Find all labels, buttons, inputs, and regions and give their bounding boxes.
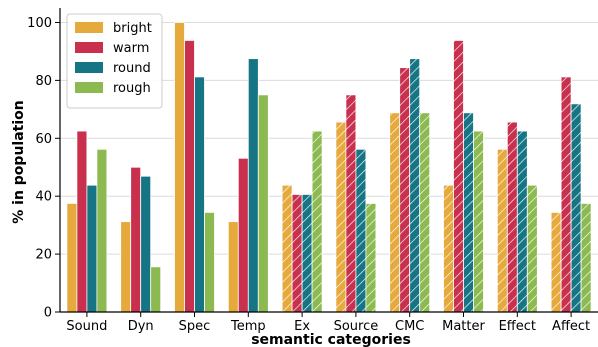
bar-rough-dyn: [150, 266, 162, 313]
x-tick-label-dyn: Dyn: [128, 319, 154, 334]
bar-hatch-bright-ex: [282, 185, 293, 312]
bar-hatch-warm-ex: [292, 194, 303, 312]
bar-round-sound: [86, 184, 98, 313]
bar-rough-temp: [257, 94, 269, 313]
y-tick-label: 20: [35, 248, 52, 263]
x-tick-label-ex: Ex: [294, 319, 310, 334]
tick-labels: 0 20 40 60 80 100 Sound Dyn Spec Temp Ex Source CMC M…: [27, 16, 590, 334]
bar-hatch-warm-cmc: [399, 67, 410, 312]
bar-rough-sound: [96, 148, 108, 313]
x-tick-label-sound: Sound: [66, 319, 107, 334]
bar-hatch-round-matter: [463, 112, 474, 312]
bar-hatch-rough-matter: [473, 131, 484, 312]
bar-hatch-bright-cmc: [389, 112, 400, 312]
bar-round-temp: [247, 58, 259, 313]
bar-hatch-round-cmc: [409, 58, 420, 312]
x-tick-label-cmc: CMC: [395, 319, 424, 334]
y-tick-label: 80: [35, 74, 52, 89]
bars: [66, 22, 592, 313]
bar-hatch-rough-cmc: [419, 112, 430, 312]
x-axis-label: semantic categories: [251, 332, 411, 347]
y-tick-label: 0: [44, 306, 52, 321]
bar-warm-spec: [184, 40, 195, 313]
bar-bright-dyn: [120, 221, 132, 313]
x-tick-label-affect: Affect: [552, 319, 590, 334]
y-tick-label: 60: [35, 132, 52, 147]
bar-hatch-round-source: [355, 149, 366, 312]
bar-hatch-warm-source: [345, 94, 356, 312]
bar-rough-spec: [204, 212, 215, 313]
bar-round-dyn: [140, 175, 152, 313]
x-tick-label-source: Source: [334, 319, 379, 334]
legend-swatch-warm: [75, 42, 103, 53]
legend-label-rough: rough: [113, 81, 151, 96]
bar-hatch-warm-effect: [507, 122, 518, 312]
axes: [55, 8, 598, 317]
legend-label-round: round: [113, 61, 151, 76]
legend-swatch-bright: [75, 22, 103, 33]
bar-hatch-warm-affect: [561, 76, 572, 312]
bar-hatch-rough-affect: [581, 203, 592, 312]
legend: bright warm round rough: [66, 13, 163, 109]
bar-hatch-bright-matter: [443, 185, 454, 312]
bar-hatch-rough-ex: [312, 131, 323, 312]
bar-hatch-rough-source: [365, 203, 376, 312]
bar-hatch-round-ex: [302, 194, 313, 312]
bar-hatch-bright-affect: [551, 212, 562, 312]
legend-swatch-round: [75, 62, 103, 73]
legend-swatch-rough: [75, 82, 103, 93]
bar-bright-temp: [227, 221, 239, 313]
y-axis-label: % in population: [11, 100, 27, 224]
legend-label-warm: warm: [113, 41, 149, 56]
x-tick-label-effect: Effect: [499, 319, 536, 334]
x-tick-label-spec: Spec: [179, 319, 211, 334]
bar-hatch-round-effect: [517, 131, 528, 312]
bar-warm-temp: [237, 157, 249, 313]
bar-hatch-bright-effect: [497, 149, 508, 312]
bar-warm-sound: [76, 130, 88, 313]
bar-round-spec: [194, 76, 205, 313]
bar-bright-spec: [174, 22, 185, 313]
legend-label-bright: bright: [113, 21, 152, 36]
x-tick-label-matter: Matter: [442, 319, 485, 334]
bar-hatch-round-affect: [571, 103, 582, 312]
y-tick-label: 100: [27, 16, 52, 31]
bar-hatch-warm-matter: [453, 40, 464, 312]
bar-bright-sound: [66, 203, 78, 313]
bar-hatch-rough-effect: [527, 185, 538, 312]
bar-hatch-bright-source: [335, 122, 346, 312]
x-tick-label-temp: Temp: [230, 319, 266, 334]
bar-warm-dyn: [130, 166, 142, 313]
y-tick-label: 40: [35, 190, 52, 205]
